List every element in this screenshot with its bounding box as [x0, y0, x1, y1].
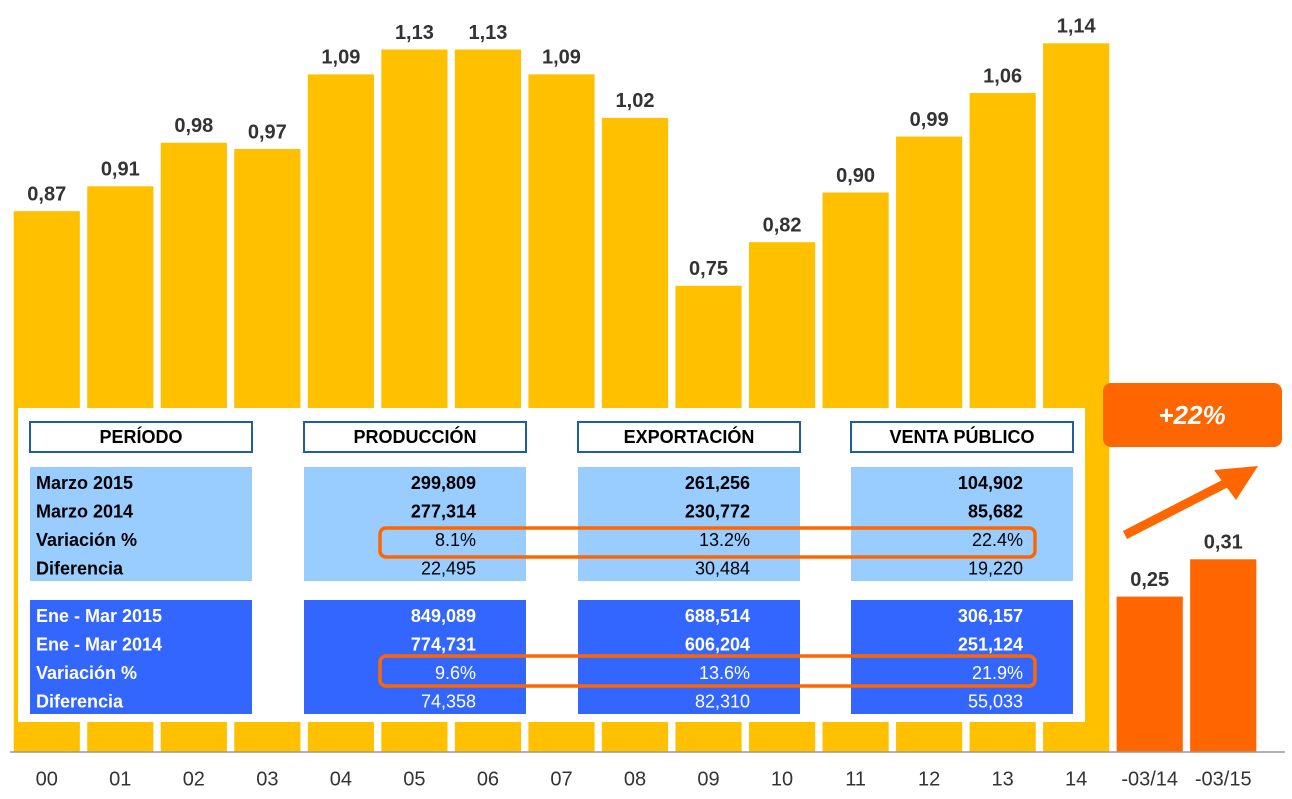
value-label: 1,02 — [616, 90, 655, 112]
x-tick-label: 00 — [36, 768, 58, 790]
cell: 21.9% — [972, 663, 1023, 683]
cell: 8.1% — [435, 530, 476, 550]
x-tick-label: 03 — [256, 768, 278, 790]
header-box — [29, 421, 253, 453]
cell: 306,157 — [958, 606, 1023, 626]
highlight — [378, 654, 1037, 688]
x-tick-label: 05 — [403, 768, 425, 790]
arrow-shaft — [1122, 475, 1235, 540]
arrow-head — [1214, 466, 1258, 500]
x-tick-label: 08 — [624, 768, 646, 790]
cell: 22,495 — [421, 558, 476, 578]
table: PERÍODO PRODUCCIÓN EXPORTACIÓN VENTA PÚBLIC… — [29, 421, 1074, 714]
cell: 9.6% — [435, 663, 476, 683]
bar — [1116, 596, 1183, 752]
bar — [1190, 559, 1257, 752]
value-label: 0,90 — [836, 165, 875, 187]
cell: 774,731 — [411, 634, 476, 654]
row-label: Diferencia — [36, 691, 124, 711]
badge-box — [1103, 383, 1282, 447]
x-tick-label: 01 — [109, 768, 131, 790]
header-box — [303, 421, 527, 453]
block — [578, 467, 800, 581]
row-label: Marzo 2014 — [36, 501, 133, 521]
x-tick-label: 04 — [330, 768, 352, 790]
cell: 688,514 — [685, 606, 750, 626]
x-tick-label: 13 — [992, 768, 1014, 790]
block — [30, 600, 252, 714]
cell: 277,314 — [411, 501, 476, 521]
header-text: EXPORTACIÓN — [624, 426, 755, 447]
block — [304, 467, 526, 581]
cell: 22.4% — [972, 530, 1023, 550]
value-label: 0,91 — [101, 159, 140, 181]
badge-text: +22% — [1158, 400, 1225, 430]
value-label: 0,87 — [27, 183, 66, 205]
row-label: Marzo 2015 — [36, 473, 133, 493]
cell: 849,089 — [411, 606, 476, 626]
cell: 251,124 — [958, 634, 1023, 654]
row-label: Variación % — [36, 663, 137, 683]
header-box — [850, 421, 1074, 453]
x-tick-label: 09 — [697, 768, 719, 790]
value-label: 1,06 — [983, 65, 1022, 87]
x-tick-label: 11 — [845, 768, 866, 790]
value-label: 0,98 — [174, 115, 213, 137]
row-label: Ene - Mar 2014 — [36, 634, 162, 654]
block — [851, 467, 1073, 581]
cell: 104,902 — [958, 473, 1023, 493]
cell: 13.2% — [699, 530, 750, 550]
x-tick-label: 10 — [771, 768, 793, 790]
x-tick-label: 02 — [183, 768, 205, 790]
cell: 261,256 — [685, 473, 750, 493]
cell: 82,310 — [695, 691, 750, 711]
cell: 13.6% — [699, 663, 750, 683]
header-text: VENTA PÚBLICO — [889, 426, 1034, 447]
x-tick-label: 06 — [477, 768, 499, 790]
value-label: 1,09 — [542, 47, 581, 69]
highlight — [378, 526, 1037, 559]
cell: 85,682 — [968, 501, 1023, 521]
block — [30, 467, 252, 581]
row-label: Variación % — [36, 530, 137, 550]
cell: 55,033 — [968, 691, 1023, 711]
value-label: 0,82 — [763, 215, 802, 237]
value-label: 0,97 — [248, 121, 287, 143]
cell: 19,220 — [968, 558, 1023, 578]
value-label: 0,99 — [910, 109, 949, 131]
value-label: 1,13 — [395, 22, 434, 44]
cell: 74,358 — [421, 691, 476, 711]
value-label: 0,75 — [689, 258, 728, 280]
x-tick-label: 12 — [918, 768, 940, 790]
x-tick-label: 14 — [1065, 768, 1087, 790]
value-label: 1,14 — [1057, 16, 1097, 38]
row-label: Ene - Mar 2015 — [36, 606, 162, 626]
row-label: Diferencia — [36, 558, 124, 578]
cell: 606,204 — [685, 634, 750, 654]
header-box — [577, 421, 801, 453]
header-text: PRODUCCIÓN — [353, 426, 476, 447]
x-tick-label: -03/14 — [1121, 768, 1178, 790]
cell: 299,809 — [411, 473, 476, 493]
value-label: 1,09 — [321, 47, 360, 69]
header-text: PERÍODO — [99, 426, 182, 447]
cell: 230,772 — [685, 501, 750, 521]
cell: 30,484 — [695, 558, 750, 578]
x-tick-label: -03/15 — [1195, 768, 1252, 790]
value-label: 0,25 — [1130, 569, 1169, 591]
value-label: 1,13 — [468, 22, 507, 44]
value-label: 0,31 — [1204, 532, 1243, 554]
x-tick-label: 07 — [550, 768, 572, 790]
